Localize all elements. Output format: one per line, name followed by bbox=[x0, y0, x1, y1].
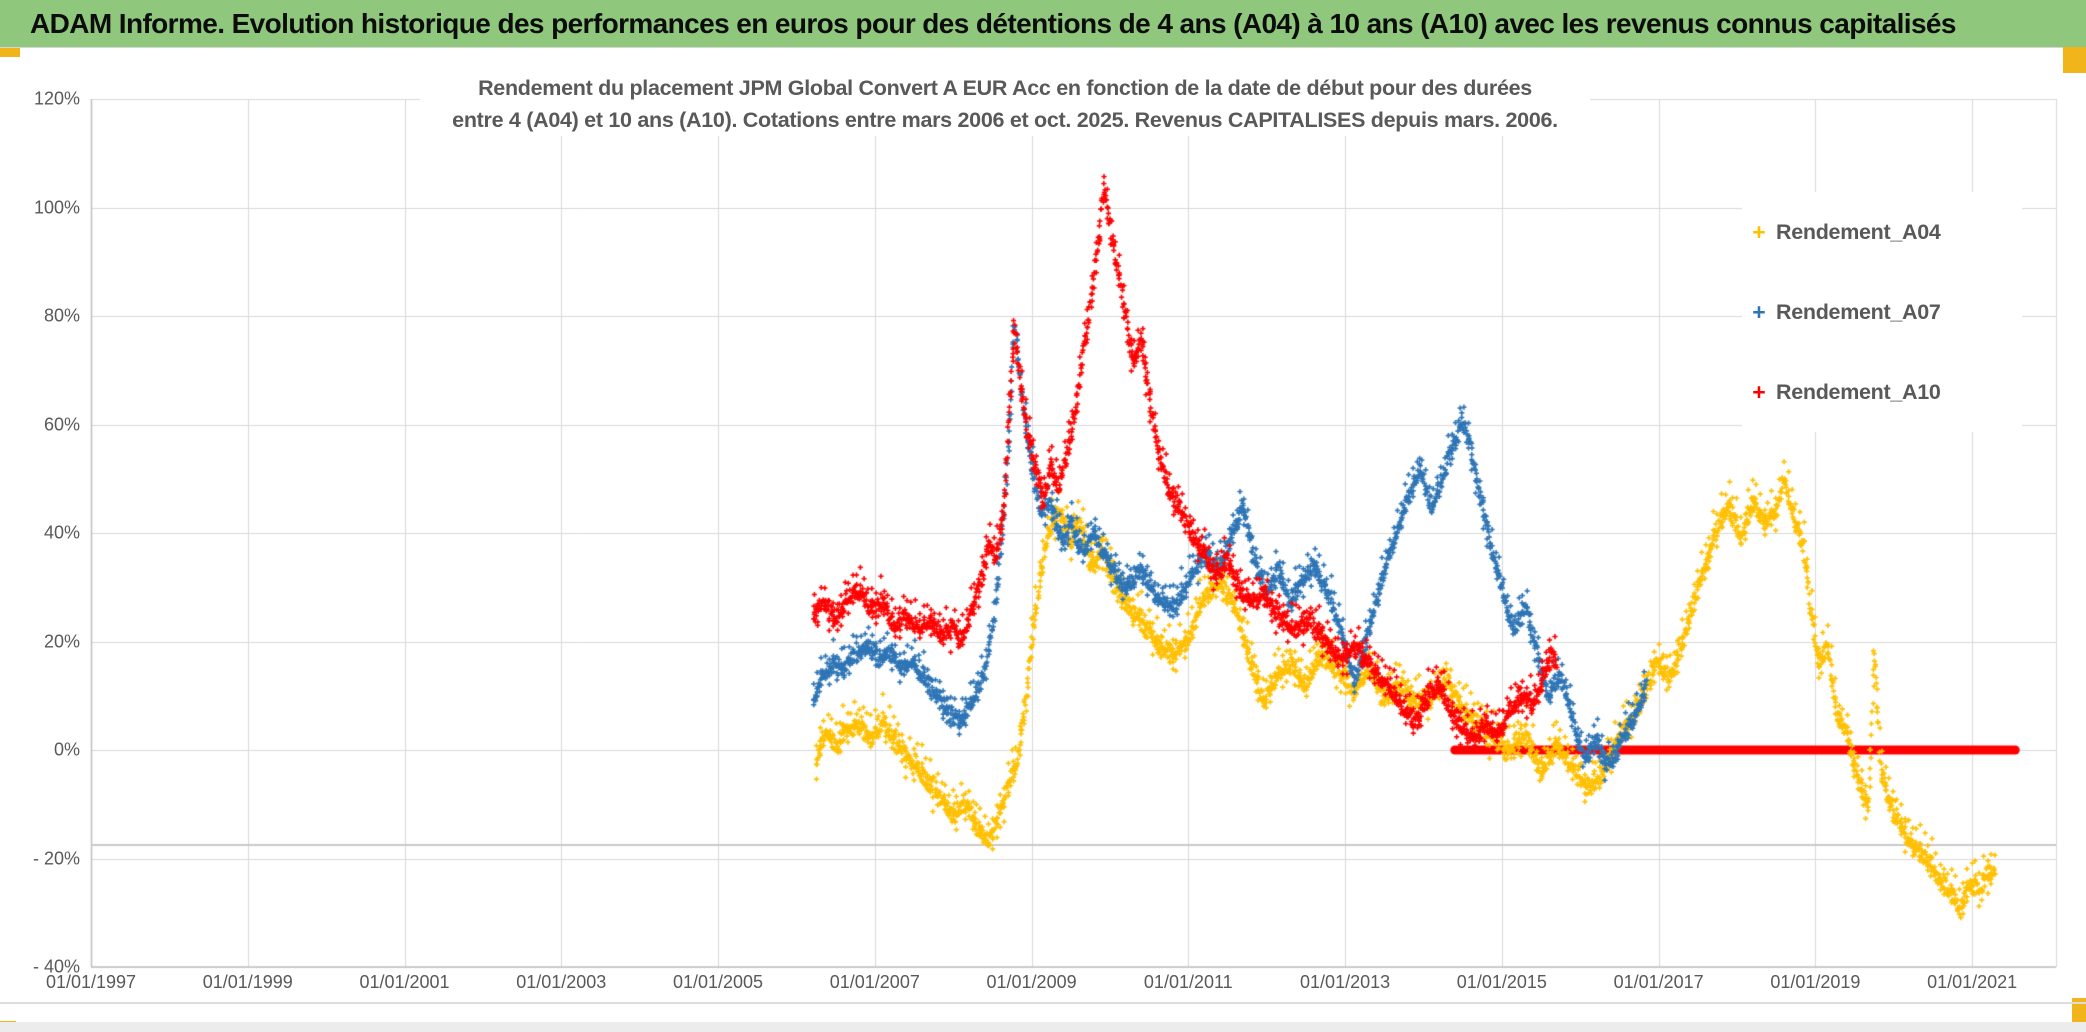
plus-marker-icon: + bbox=[1752, 298, 1766, 325]
x-axis-label-0: 01/01/1997 bbox=[45, 972, 137, 992]
x-axis-label-4: 01/01/2005 bbox=[672, 972, 764, 992]
y-axis-label-3: 60% bbox=[43, 414, 80, 434]
page-title: ADAM Informe. Evolution historique des p… bbox=[30, 8, 1956, 39]
x-axis-label-5: 01/01/2007 bbox=[829, 972, 920, 992]
corner-accent-top-right bbox=[2063, 47, 2086, 73]
footer-band bbox=[0, 1022, 2086, 1032]
x-axis-label-9: 01/01/2015 bbox=[1456, 972, 1547, 992]
y-axis-label-4: 40% bbox=[43, 522, 80, 543]
chart-title: Rendement du placement JPM Global Conver… bbox=[420, 72, 1590, 136]
y-axis-label-8: - 40% bbox=[32, 956, 80, 977]
x-axis-label-6: 01/01/2009 bbox=[986, 972, 1077, 992]
y-axis-label-1: 100% bbox=[33, 197, 80, 217]
x-axis-label-11: 01/01/2019 bbox=[1770, 972, 1861, 992]
x-axis-label-2: 01/01/2001 bbox=[359, 972, 450, 992]
plus-marker-icon: + bbox=[1752, 218, 1766, 245]
bottom-divider bbox=[0, 1002, 2086, 1004]
legend-label: Rendement_A04 bbox=[1776, 219, 1941, 244]
legend-item-rendement_a04: + Rendement_A04 bbox=[1742, 192, 2022, 272]
plus-marker-icon: + bbox=[1752, 378, 1766, 405]
header-bar: ADAM Informe. Evolution historique des p… bbox=[0, 0, 2086, 48]
x-axis-label-1: 01/01/1999 bbox=[202, 972, 293, 992]
legend-item-rendement_a07: + Rendement_A07 bbox=[1742, 272, 2022, 352]
y-axis-label-6: 0% bbox=[53, 739, 80, 760]
x-axis-label-3: 01/01/2003 bbox=[516, 972, 607, 992]
x-axis-label-8: 01/01/2013 bbox=[1300, 972, 1391, 992]
y-axis-label-0: 120% bbox=[33, 88, 80, 109]
y-axis-label-2: 80% bbox=[43, 305, 80, 326]
legend-label: Rendement_A10 bbox=[1776, 379, 1941, 404]
chart-title-line2: entre 4 (A04) et 10 ans (A10). Cotations… bbox=[452, 108, 1558, 132]
chart-title-line1: Rendement du placement JPM Global Conver… bbox=[478, 76, 1532, 100]
chart-legend: + Rendement_A04 + Rendement_A07 + Rendement_A… bbox=[1742, 192, 2022, 432]
y-axis-label-5: 20% bbox=[43, 631, 80, 651]
x-axis-label-10: 01/01/2017 bbox=[1613, 972, 1704, 992]
x-axis-label-7: 01/01/2011 bbox=[1143, 972, 1233, 992]
legend-label: Rendement_A07 bbox=[1776, 299, 1941, 324]
legend-item-rendement_a10: + Rendement_A10 bbox=[1742, 352, 2022, 432]
y-axis-label-7: - 20% bbox=[32, 848, 80, 868]
corner-accent-top-left bbox=[0, 48, 20, 57]
x-axis-label-12: 01/01/2021 bbox=[1927, 972, 2018, 992]
